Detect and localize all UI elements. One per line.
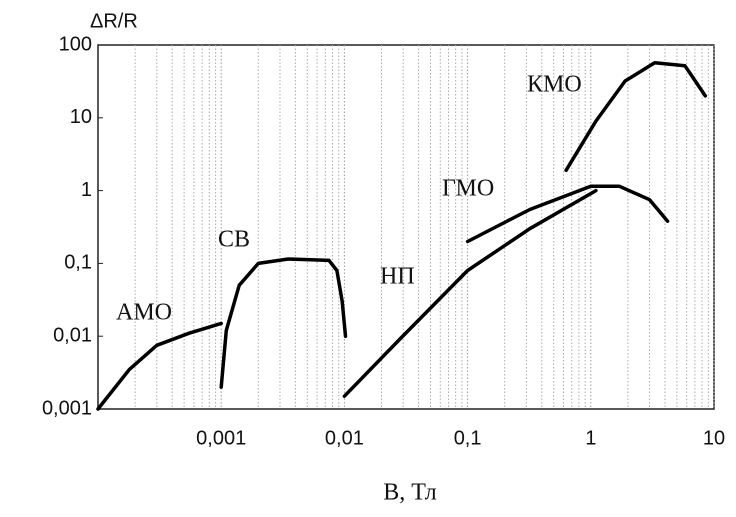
x-tick-label: 0,1	[454, 427, 482, 449]
x-tick-label: 1	[585, 427, 596, 449]
y-tick-label: 100	[59, 33, 92, 55]
curve	[465, 184, 670, 244]
y-axis-label: ΔR/R	[90, 10, 138, 32]
curve	[342, 188, 598, 398]
y-tick-label: 0,001	[42, 397, 92, 419]
curve-label: АМО	[116, 300, 172, 326]
curve	[219, 257, 348, 389]
x-tick-label: 0,001	[196, 427, 246, 449]
curve	[96, 321, 223, 411]
curve-label: СВ	[218, 227, 250, 253]
y-tick-label: 1	[81, 179, 92, 201]
x-tick-label: 10	[703, 427, 725, 449]
y-tick-label: 10	[70, 106, 92, 128]
plot-frame	[97, 44, 715, 410]
curve-label: НП	[380, 264, 415, 290]
curve-label: КМО	[527, 72, 582, 98]
y-tick-label: 0,1	[64, 252, 92, 274]
curve	[564, 61, 708, 173]
y-tick-label: 0,01	[53, 324, 92, 346]
x-axis-label: B, Тл	[383, 480, 436, 506]
x-tick-label: 0,01	[325, 427, 364, 449]
curve-label: ГМО	[442, 176, 494, 202]
